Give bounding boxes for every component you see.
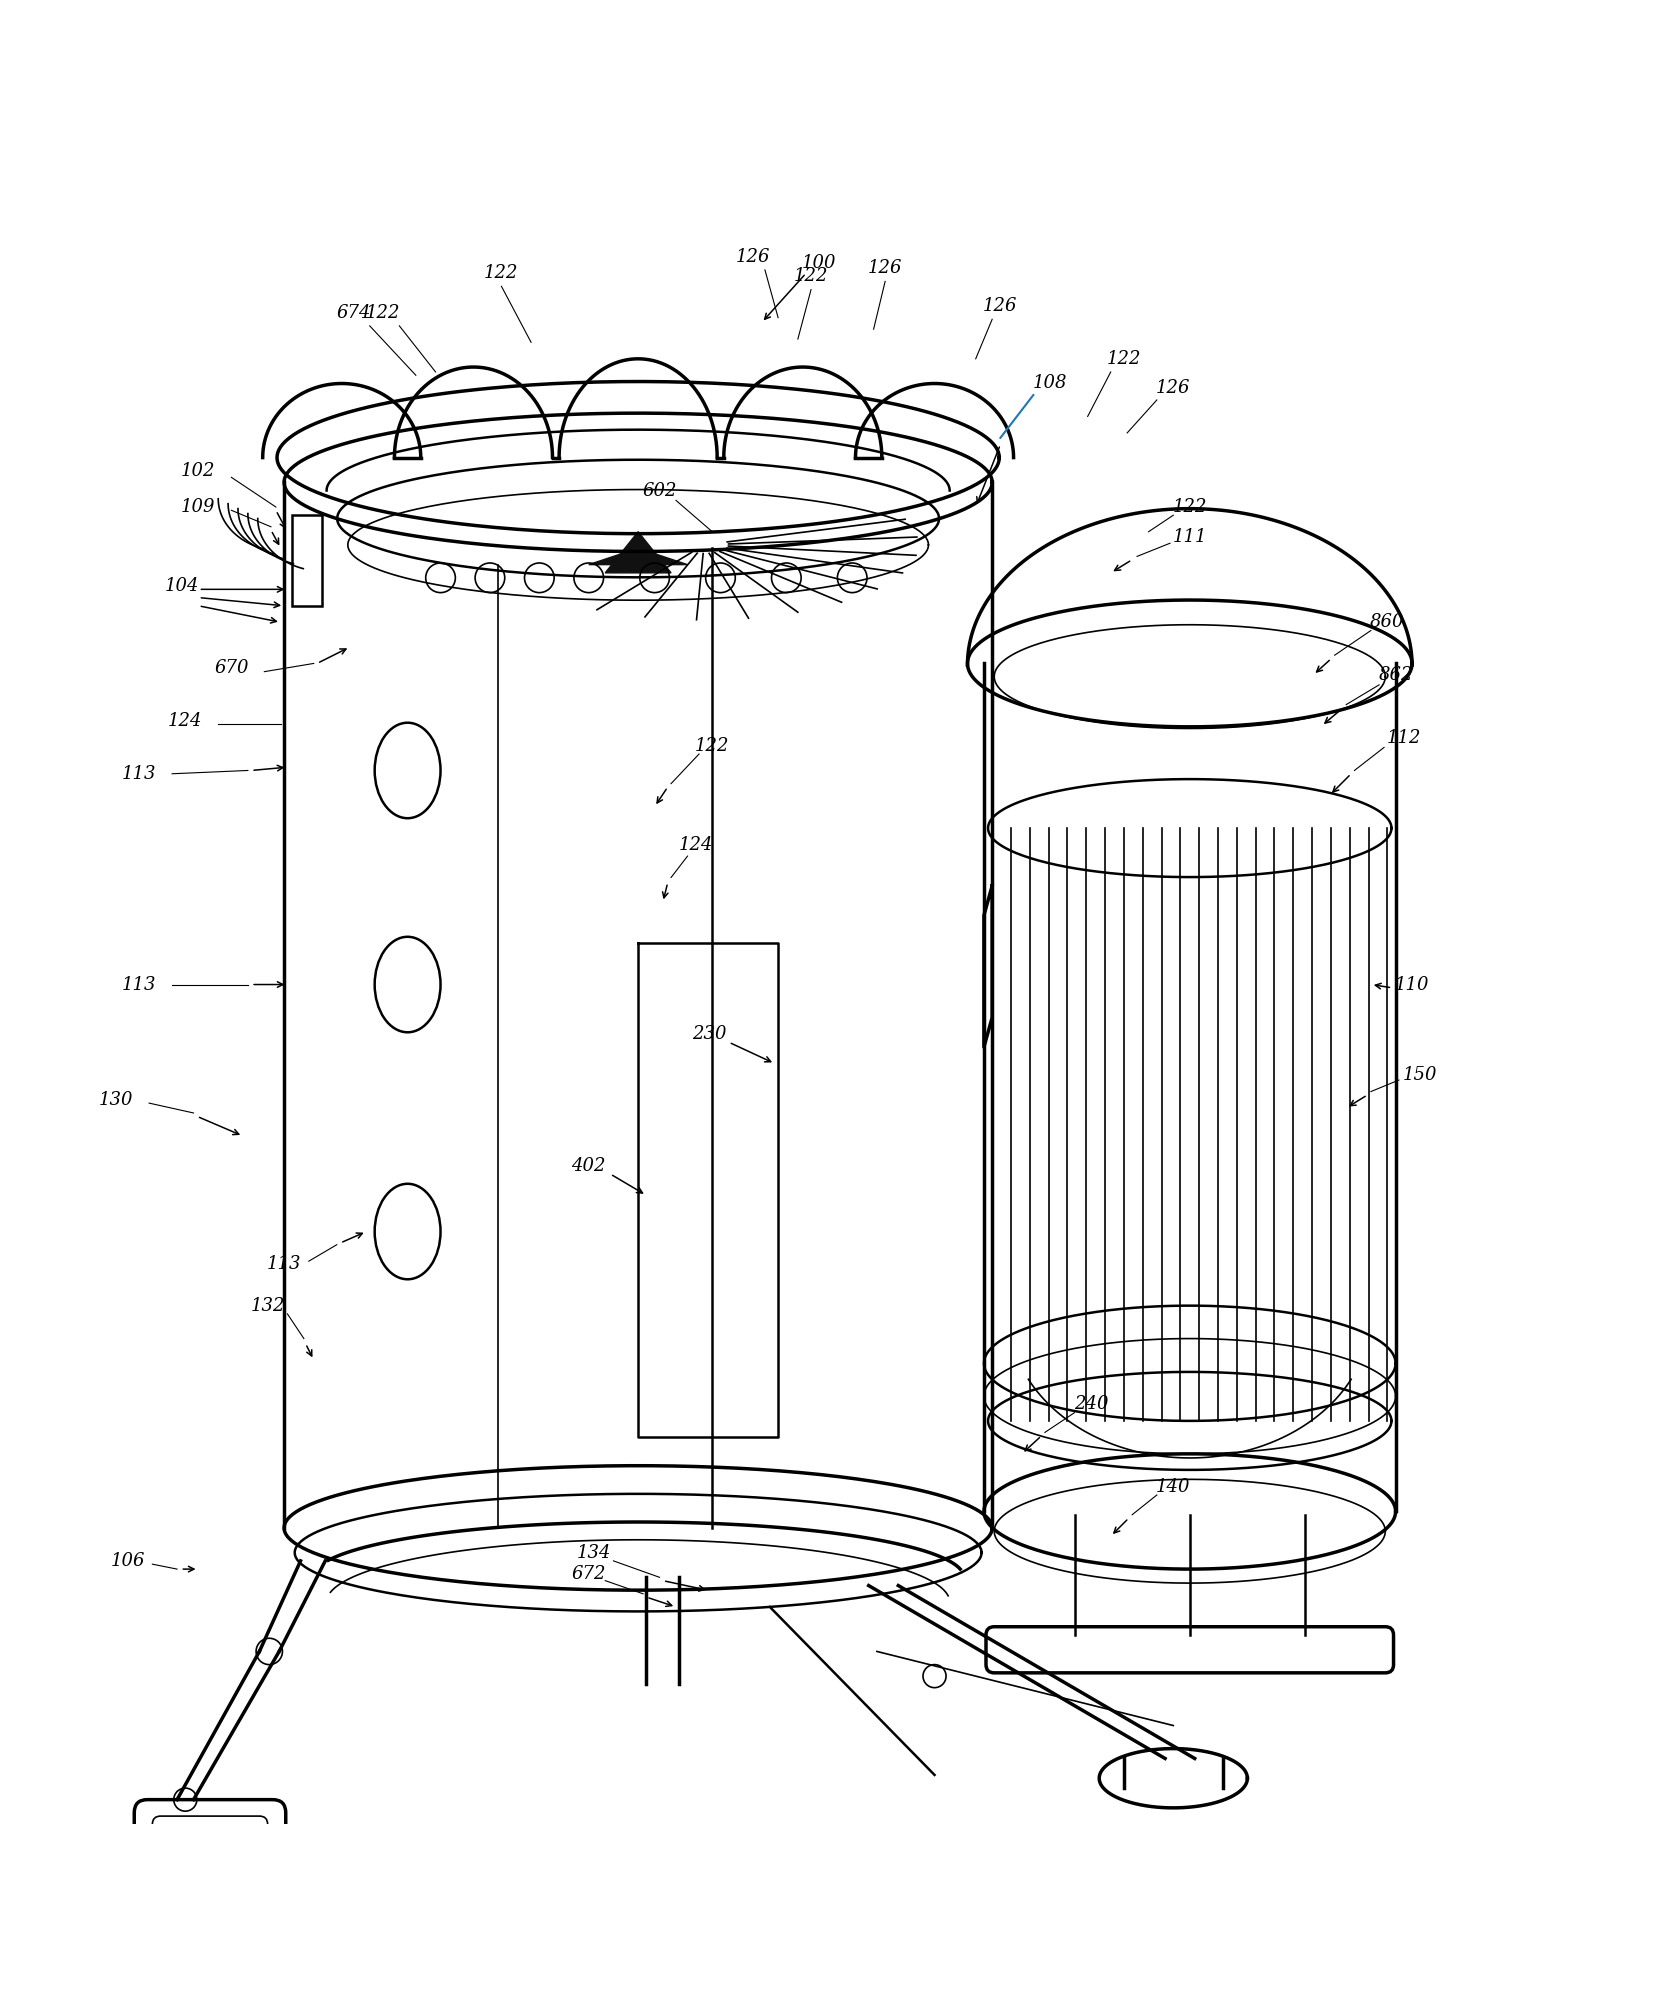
Text: 862: 862: [1379, 667, 1413, 685]
Text: 106: 106: [111, 1552, 146, 1570]
Text: 113: 113: [266, 1255, 301, 1273]
Text: 670: 670: [213, 659, 248, 677]
Text: 110: 110: [1395, 975, 1430, 993]
Text: 126: 126: [983, 296, 1018, 314]
Text: 122: 122: [794, 268, 828, 286]
Text: 108: 108: [1033, 374, 1067, 392]
Text: 122: 122: [1107, 350, 1142, 368]
Text: 109: 109: [182, 498, 215, 517]
Text: 240: 240: [1074, 1395, 1109, 1413]
Text: 104: 104: [166, 577, 199, 595]
Text: 126: 126: [867, 258, 902, 276]
Text: 674: 674: [336, 304, 371, 322]
Text: 126: 126: [1157, 380, 1190, 398]
Text: 111: 111: [1172, 529, 1206, 547]
Text: 102: 102: [182, 462, 215, 480]
Text: 672: 672: [571, 1566, 606, 1584]
Text: 230: 230: [692, 1025, 727, 1043]
Text: 100: 100: [803, 254, 836, 272]
Text: 140: 140: [1157, 1477, 1190, 1495]
Text: 112: 112: [1387, 729, 1422, 747]
Text: 113: 113: [122, 975, 157, 993]
Text: 402: 402: [571, 1157, 606, 1175]
Polygon shape: [589, 549, 687, 565]
Text: 602: 602: [642, 482, 677, 500]
Text: 122: 122: [695, 737, 730, 755]
Text: 130: 130: [99, 1091, 134, 1109]
Text: 122: 122: [485, 264, 518, 282]
Text: 126: 126: [736, 248, 771, 266]
Text: 134: 134: [576, 1544, 611, 1562]
Text: 132: 132: [250, 1297, 285, 1315]
Polygon shape: [606, 533, 670, 573]
Text: 860: 860: [1370, 613, 1405, 631]
Text: 122: 122: [1172, 498, 1206, 517]
Text: 122: 122: [366, 304, 401, 322]
Text: 150: 150: [1403, 1067, 1438, 1085]
Text: 124: 124: [169, 713, 202, 731]
Text: 113: 113: [122, 765, 157, 783]
Text: 124: 124: [679, 835, 713, 853]
